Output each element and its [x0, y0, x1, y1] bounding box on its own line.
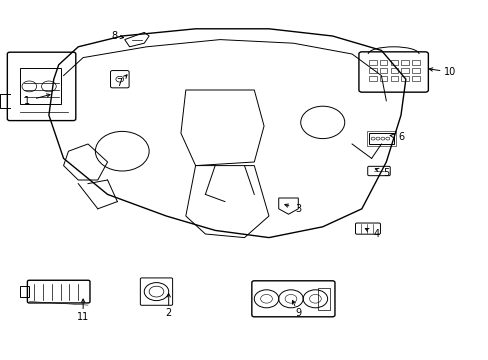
Bar — [401, 76, 408, 81]
Text: 6: 6 — [397, 132, 403, 142]
Bar — [317, 288, 329, 310]
Bar — [20, 286, 29, 297]
Text: 8: 8 — [112, 31, 118, 41]
Bar — [368, 68, 376, 73]
Bar — [411, 60, 419, 65]
Text: 3: 3 — [295, 204, 301, 214]
Bar — [368, 76, 376, 81]
Text: 10: 10 — [443, 67, 455, 77]
Bar — [379, 60, 386, 65]
Text: 9: 9 — [295, 308, 301, 318]
Bar — [379, 68, 386, 73]
Bar — [401, 68, 408, 73]
Text: 11: 11 — [77, 312, 89, 322]
Bar — [368, 60, 376, 65]
Text: 5: 5 — [383, 168, 388, 178]
Text: 2: 2 — [165, 308, 171, 318]
Bar — [411, 76, 419, 81]
Bar — [390, 68, 397, 73]
Bar — [411, 68, 419, 73]
Bar — [390, 60, 397, 65]
Bar — [366, 131, 395, 146]
Bar — [379, 76, 386, 81]
Text: 7: 7 — [117, 78, 122, 88]
Text: 1: 1 — [24, 96, 30, 106]
Bar — [20, 68, 61, 104]
Text: 4: 4 — [373, 229, 379, 239]
Bar — [401, 60, 408, 65]
Bar — [390, 76, 397, 81]
Bar — [368, 133, 393, 144]
